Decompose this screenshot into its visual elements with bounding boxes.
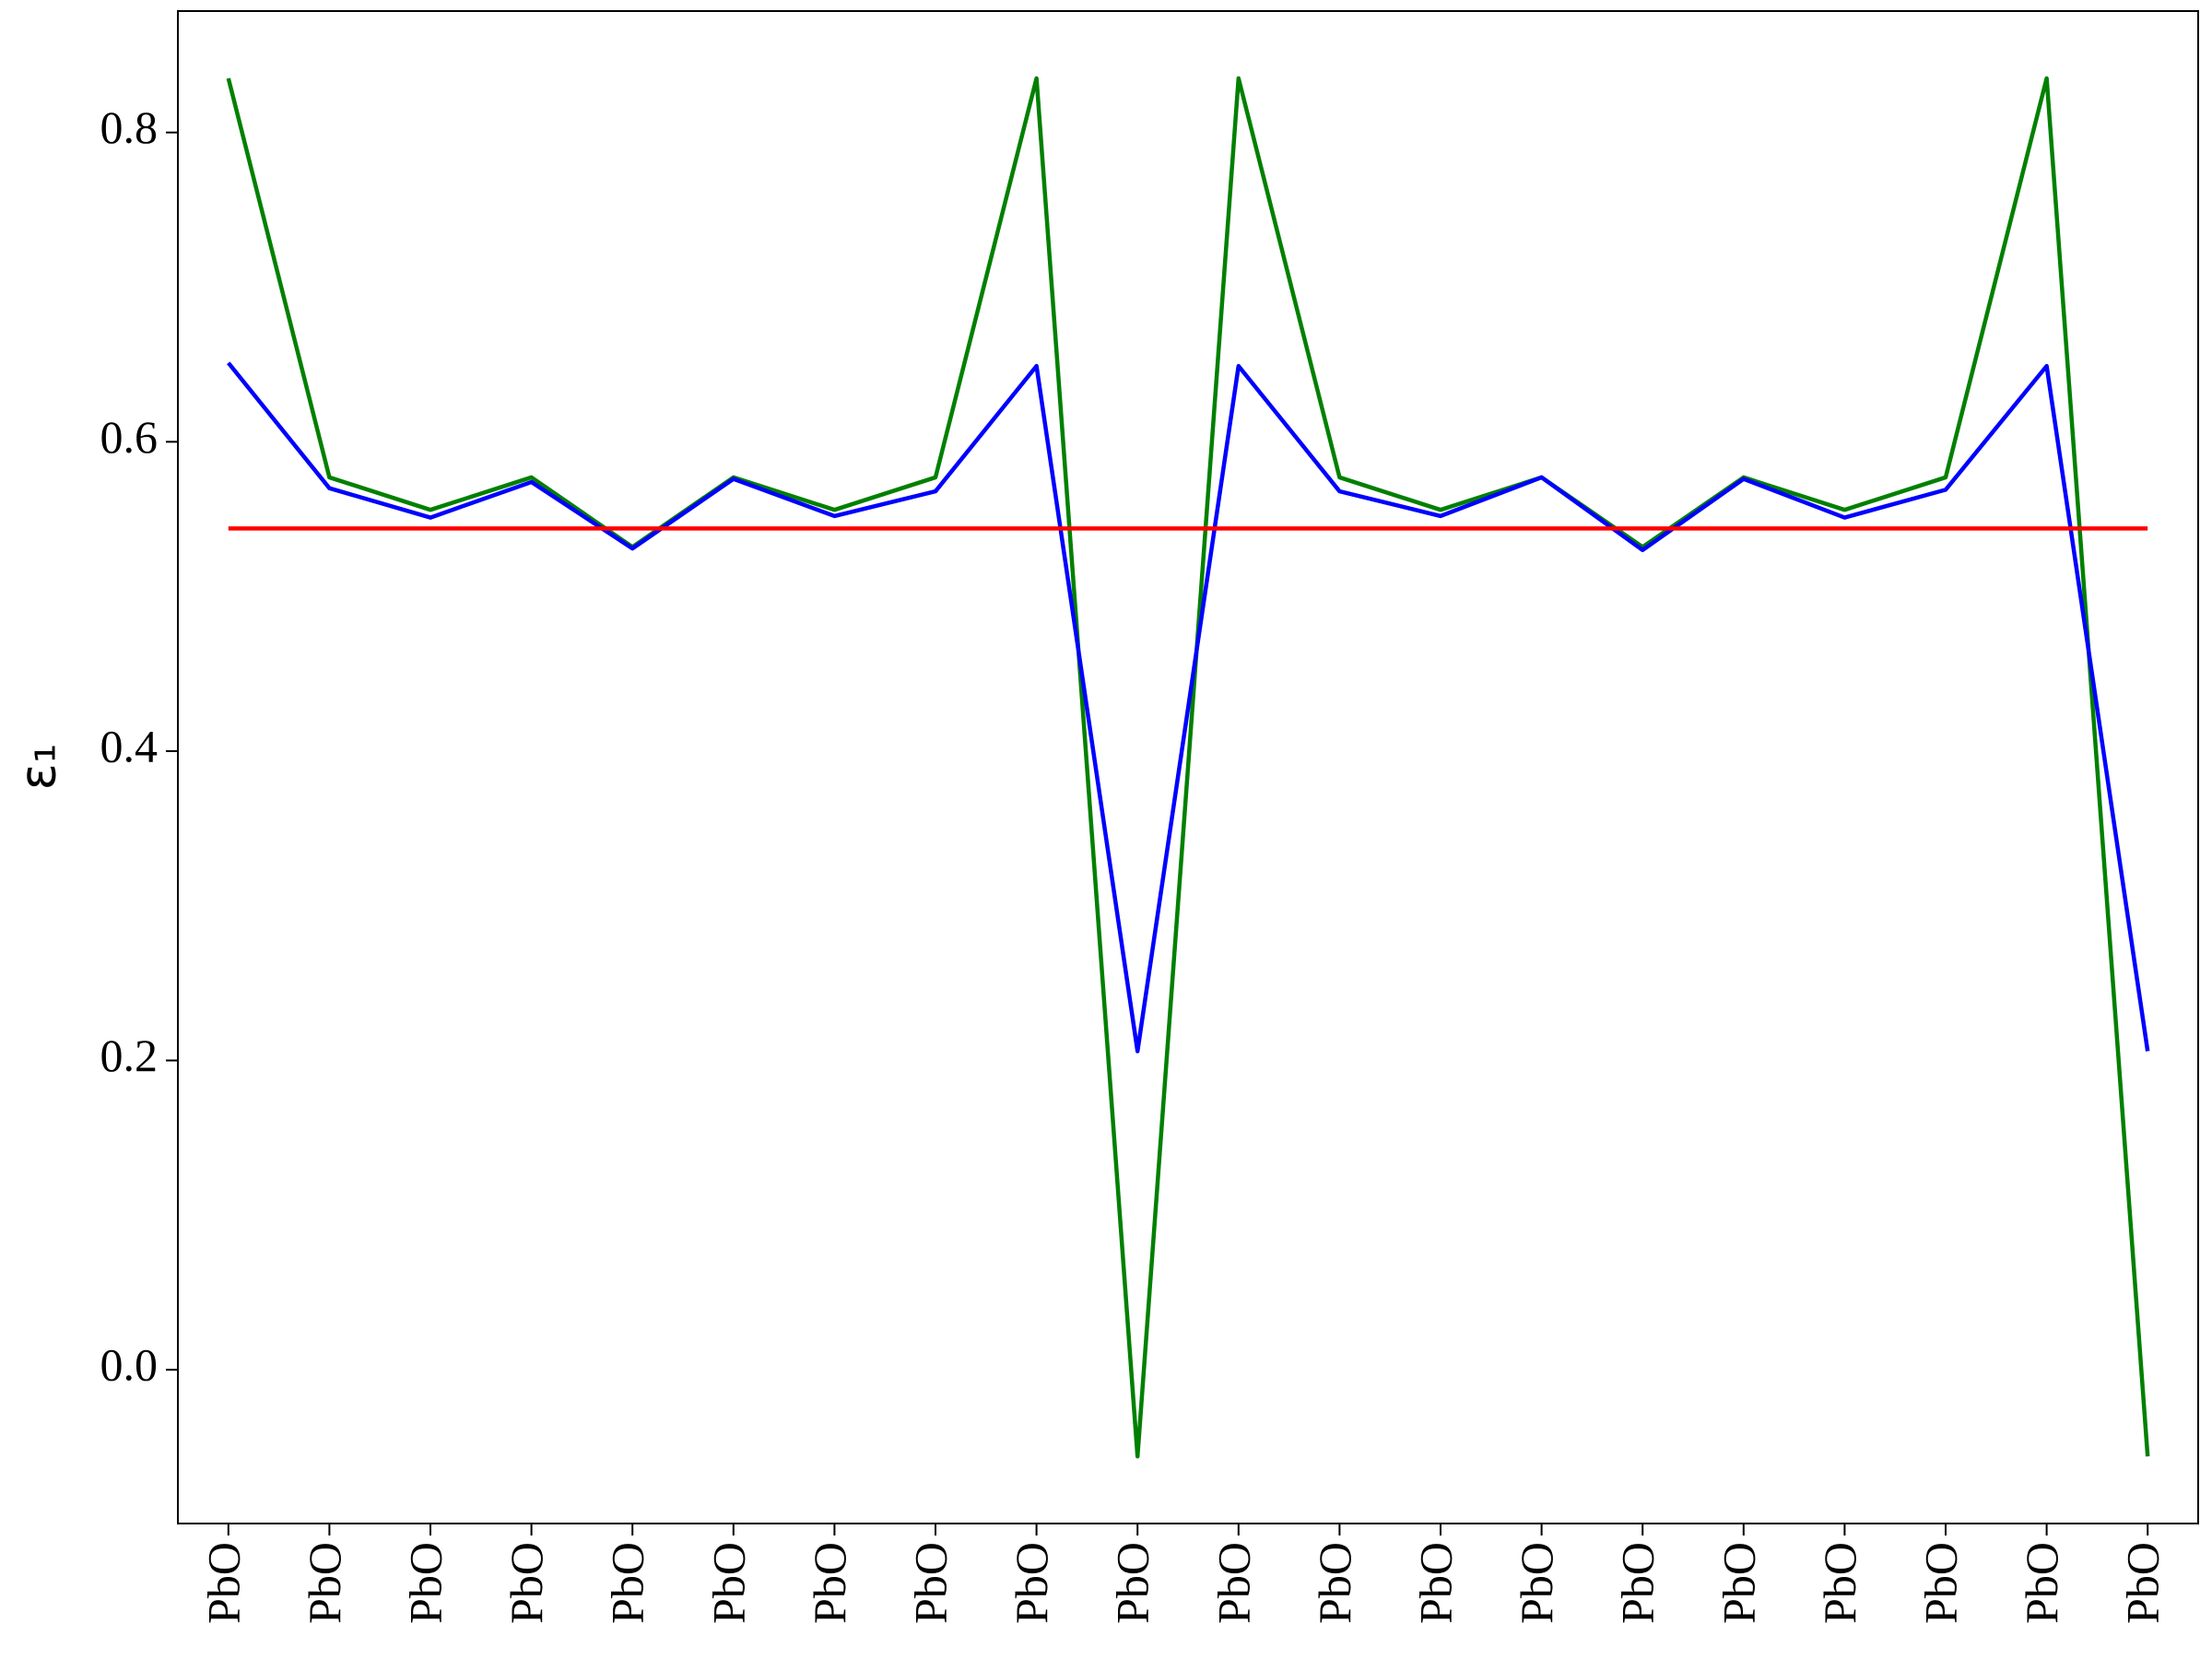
- x-tick-label: PbO: [1107, 1542, 1159, 1624]
- x-tick-label: PbO: [399, 1542, 451, 1624]
- x-tick-label: PbO: [2016, 1542, 2067, 1624]
- y-tick-label: 0.2: [100, 1030, 159, 1081]
- y-tick-label: 0.8: [100, 101, 159, 153]
- plot-frame: [177, 10, 2199, 1524]
- x-tick-label: PbO: [1914, 1542, 1966, 1624]
- x-tick-label: PbO: [197, 1542, 249, 1624]
- x-tick-label: PbO: [1612, 1542, 1664, 1624]
- x-tick-label: PbO: [602, 1542, 653, 1624]
- x-tick-label: PbO: [1409, 1542, 1461, 1624]
- series-line: [226, 76, 2150, 1459]
- x-tick-label: PbO: [1511, 1542, 1562, 1624]
- x-tick-label: PbO: [1814, 1542, 1865, 1624]
- y-axis-label: ε₁: [9, 744, 67, 791]
- x-tick-label: PbO: [1309, 1542, 1360, 1624]
- x-tick-label: PbO: [1006, 1542, 1057, 1624]
- x-tick-label: PbO: [702, 1542, 754, 1624]
- x-tick-label: PbO: [904, 1542, 956, 1624]
- y-tick-label: 0.6: [100, 411, 159, 463]
- x-tick-label: PbO: [804, 1542, 855, 1624]
- x-tick-label: PbO: [1207, 1542, 1259, 1624]
- x-tick-label: PbO: [1712, 1542, 1764, 1624]
- x-tick-label: PbO: [299, 1542, 350, 1624]
- x-tick-label: PbO: [500, 1542, 552, 1624]
- y-tick-label: 0.0: [100, 1339, 159, 1391]
- x-tick-label: PbO: [2117, 1542, 2169, 1624]
- y-tick-label: 0.4: [100, 720, 159, 771]
- series-line: [227, 361, 2150, 1053]
